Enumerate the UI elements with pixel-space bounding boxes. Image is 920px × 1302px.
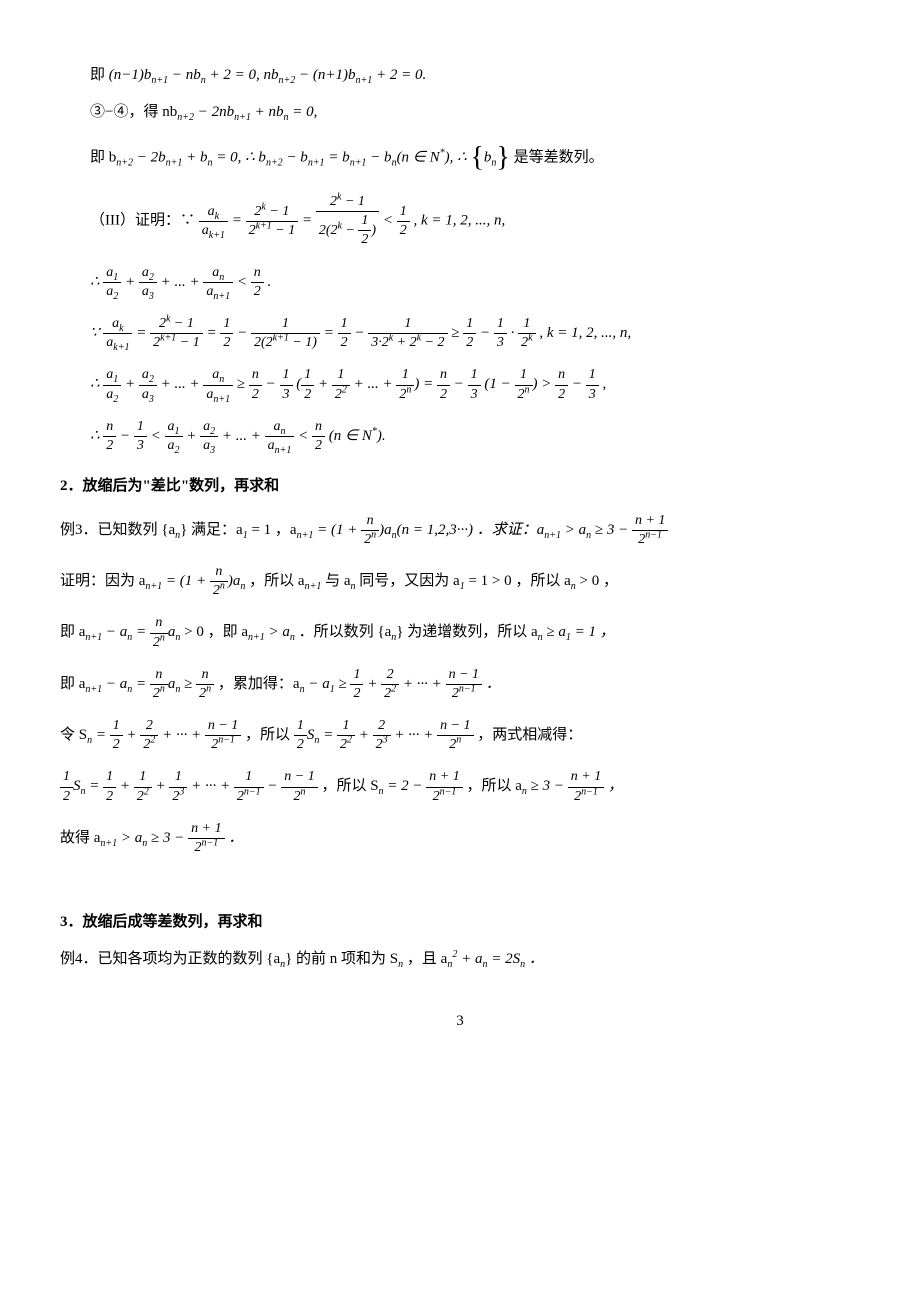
proof-line-2: 即 an+1 − an = n2nan > 0 ，即 an+1 > an ．所以… xyxy=(60,614,860,651)
example-3: 例3．已知数列 {an} 满足：a1 = 1 ，an+1 = (1 + n2n)… xyxy=(60,512,860,549)
eq-line-6: ∵ akak+1 = 2k − 12k+1 − 1 = 12 − 12(2k+1… xyxy=(60,315,860,352)
proof-line-1: 证明：因为 an+1 = (1 + n2n)an ，所以 an+1 与 an 同… xyxy=(60,563,860,600)
eq-line-7: ∴ a1a2 + a2a3 + ... + anan+1 ≥ n2 − 13 (… xyxy=(60,366,860,403)
eq-line-3: 即 bn+2 − 2bn+1 + bn = 0, ∴ bn+2 − bn+1 =… xyxy=(60,137,860,179)
section-heading-3: 3．放缩后成等差数列，再求和 xyxy=(60,911,860,934)
section-heading-2: 2．放缩后为"差比"数列，再求和 xyxy=(60,475,860,498)
page-number: 3 xyxy=(60,1010,860,1033)
eq-line-8: ∴ n2 − 13 < a1a2 + a2a3 + ... + anan+1 <… xyxy=(60,418,860,455)
eq-line-5: ∴ a1a2 + a2a3 + ... + anan+1 < n2 . xyxy=(60,264,860,301)
example-4: 例4．已知各项均为正数的数列 {an} 的前 n 项和为 Sn ，且 an2 +… xyxy=(60,948,860,971)
proof-line-6: 故得 an+1 > an ≥ 3 − n + 12n−1 ． xyxy=(60,820,860,857)
eq-line-2: ③−④，得 nbn+2 − 2nbn+1 + nbn = 0, xyxy=(60,101,860,124)
proof-line-5: 12Sn = 12 + 122 + 123 + ··· + 12n−1 − n … xyxy=(60,768,860,805)
proof-line-4: 令 Sn = 12 + 222 + ··· + n − 12n−1 ，所以 12… xyxy=(60,717,860,754)
eq-line-4: （III）证明：∵ akak+1 = 2k − 12k+1 − 1 = 2k −… xyxy=(60,193,860,250)
eq-line-1: 即 (n−1)bn+1 − nbn + 2 = 0, nbn+2 − (n+1)… xyxy=(60,64,860,87)
proof-line-3: 即 an+1 − an = n2nan ≥ n2n ，累加得：an − a1 ≥… xyxy=(60,666,860,703)
